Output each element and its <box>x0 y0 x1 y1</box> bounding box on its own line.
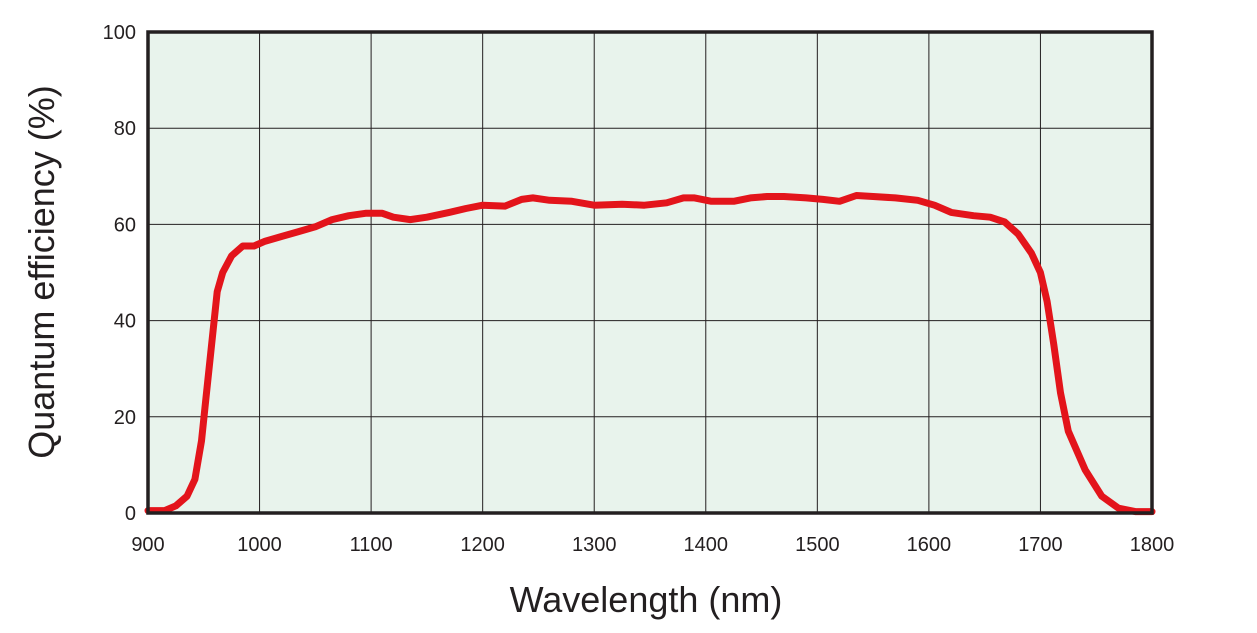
x-axis-label: Wavelength (nm) <box>510 579 783 620</box>
x-tick-label: 1300 <box>572 534 617 556</box>
plot-area <box>148 32 1152 513</box>
y-tick-label: 0 <box>125 503 136 525</box>
y-tick-label: 80 <box>114 118 136 140</box>
y-tick-label: 20 <box>114 407 136 429</box>
y-axis-label: Quantum efficiency (%) <box>21 85 62 458</box>
y-tick-labels: 0 20 40 60 80 100 <box>103 22 136 525</box>
y-tick-label: 100 <box>103 22 136 44</box>
x-tick-label: 1600 <box>907 534 952 556</box>
plot-frame <box>146 30 1154 515</box>
y-tick-label: 40 <box>114 311 136 333</box>
x-tick-label: 1200 <box>460 534 505 556</box>
x-tick-label: 1500 <box>795 534 840 556</box>
qe-series-line <box>144 192 1156 516</box>
x-tick-labels: 900 1000 1100 1200 1300 1400 1500 1600 1700 1800 <box>131 534 1174 556</box>
x-tick-label: 1400 <box>684 534 729 556</box>
x-tick-label: 1800 <box>1130 534 1175 556</box>
x-tick-label: 1100 <box>350 534 393 556</box>
y-tick-label: 60 <box>114 214 136 236</box>
x-tick-label: 900 <box>131 534 164 556</box>
x-tick-label: 1000 <box>237 534 282 556</box>
x-tick-label: 1700 <box>1018 534 1063 556</box>
